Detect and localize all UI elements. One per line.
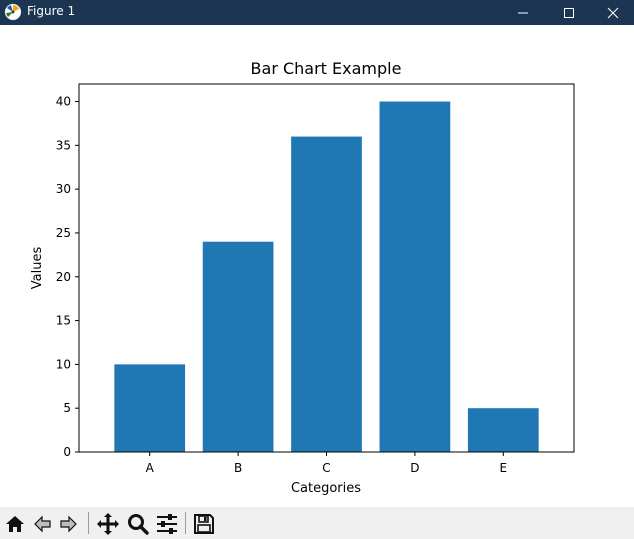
configure-subplots-button[interactable] (154, 511, 180, 537)
close-button[interactable] (592, 0, 634, 25)
x-tick-label-A: A (146, 461, 155, 475)
back-icon (34, 515, 51, 533)
maximize-button[interactable] (546, 0, 592, 25)
x-tick-label-E: E (499, 461, 507, 475)
minimize-icon (518, 12, 528, 13)
pan-button[interactable] (95, 511, 121, 537)
y-tick-label: 0 (63, 445, 71, 459)
x-tick-label-C: C (322, 461, 330, 475)
x-tick-label-D: D (410, 461, 419, 475)
y-tick-label: 40 (56, 95, 71, 109)
home-button[interactable] (2, 511, 28, 537)
figure-canvas[interactable]: Bar Chart Example 0 5 10 15 20 25 30 35 40 A B C D E… (0, 25, 634, 507)
y-tick-label: 10 (56, 357, 71, 371)
bar-C (291, 136, 362, 453)
home-icon (6, 516, 24, 532)
bar-D (379, 101, 451, 453)
y-tick-label: 30 (56, 182, 71, 196)
chart-title: Bar Chart Example (251, 59, 402, 78)
bar-A (114, 364, 186, 452)
y-tick-label: 5 (63, 401, 71, 415)
matplotlib-logo-icon (4, 3, 22, 21)
y-tick-label: 20 (56, 270, 71, 284)
y-tick-label: 35 (56, 138, 71, 152)
zoom-button[interactable] (125, 511, 151, 537)
save-icon (194, 514, 214, 534)
y-axis-label: Values (30, 247, 45, 290)
close-icon (607, 7, 619, 18)
pan-icon (97, 513, 119, 535)
window-titlebar: Figure 1 (0, 0, 634, 25)
forward-button[interactable] (56, 511, 82, 537)
back-button[interactable] (29, 511, 55, 537)
y-tick-label: 15 (56, 314, 71, 328)
toolbar-separator (88, 512, 89, 534)
toolbar-separator (185, 512, 186, 534)
maximize-icon (564, 7, 574, 18)
y-tick-label: 25 (56, 226, 71, 240)
minimize-button[interactable] (500, 0, 546, 25)
window-title: Figure 1 (27, 4, 76, 18)
x-tick-label-B: B (234, 461, 242, 475)
configure-subplots-icon (157, 514, 177, 534)
forward-icon (60, 515, 77, 533)
bar-E (467, 408, 539, 452)
save-button[interactable] (191, 511, 217, 537)
bar-B (202, 241, 274, 452)
bar-chart: Bar Chart Example 0 5 10 15 20 25 30 35 40 A B C D E… (30, 59, 575, 496)
zoom-icon (128, 514, 149, 535)
navigation-toolbar (0, 507, 634, 539)
x-axis-label: Categories (291, 481, 361, 496)
